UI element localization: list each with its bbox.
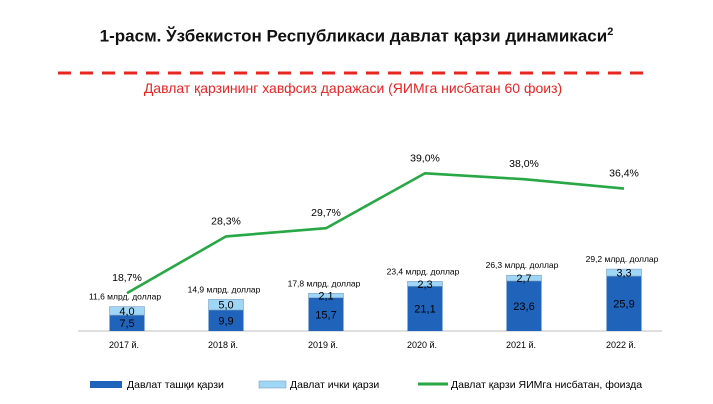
bar-internal (109, 306, 145, 316)
bar-total-label: 11,6 млрд. доллар (89, 292, 161, 302)
gdp-ratio-line (126, 172, 625, 295)
x-tick-label: 2019 й. (308, 340, 338, 350)
legend-label-external: Давлат ташқи қарзи (127, 379, 224, 391)
bar-internal (308, 292, 344, 299)
bar-external (606, 276, 642, 331)
legend-swatch-internal (258, 380, 287, 389)
bar-label-internal: 2,7 (516, 273, 531, 285)
bar-label-internal: 5,0 (218, 300, 233, 312)
legend-label-line: Давлат қарзи ЯИМга нисбатан, фоизда (451, 379, 642, 391)
bars-group: 7,54,0 11,6 млрд. доллар 2017 й. 9,9 5,0 14,9… (89, 254, 659, 350)
x-tick-label: 2018 й. (208, 340, 238, 350)
legend: Давлат ташқи қарзи Давлат ички қарзи Дав… (90, 379, 642, 391)
chart-title: 1-расм. Ўзбекистон Республикаси давлат қ… (0, 26, 713, 47)
x-tick-label: 2022 й. (606, 340, 636, 350)
gdp-ratio-label: 29,7% (311, 207, 341, 219)
bar-label-external: 21,1 (414, 304, 435, 316)
bar-total-label: 26,3 млрд. доллар (486, 260, 559, 270)
bar-internal (208, 299, 244, 311)
line-group: 18,7% 28,3% 29,7% 39,0% 38,0% 36,4% (112, 152, 639, 295)
bar-total-label: 29,2 млрд. доллар (586, 254, 659, 264)
bar-label-external: 9,9 (218, 316, 233, 328)
chart-title-text: 1-расм. Ўзбекистон Республикаси давлат қ… (99, 26, 608, 46)
bar-external (208, 310, 244, 331)
bar-external (407, 286, 443, 331)
gdp-ratio-label: 39,0% (410, 152, 440, 164)
bar-internal (407, 281, 443, 287)
bar-label-internal: 2,1 (318, 290, 333, 302)
x-tick-label: 2017 й. (109, 340, 139, 350)
x-tick-label: 2021 й. (506, 340, 536, 350)
bar-label-internal: 4,0 (119, 306, 134, 318)
bar-label-external: 15,7 (315, 309, 336, 321)
legend-label-internal: Давлат ички қарзи (290, 379, 379, 391)
x-tick-label: 2020 й. (407, 340, 437, 350)
gdp-ratio-label: 36,4% (609, 168, 639, 180)
bar-label-external: 25,9 (613, 299, 634, 311)
bar-internal (606, 268, 642, 277)
bar-label-internal: 3,3 (616, 268, 631, 280)
bar-label-external: 7,5 (119, 318, 134, 330)
bar-label-external: 23,6 (513, 301, 534, 313)
gdp-ratio-label: 18,7% (112, 272, 142, 284)
bar-internal (506, 274, 542, 282)
gdp-ratio-label: 28,3% (211, 215, 241, 227)
bar-total-label: 23,4 млрд. доллар (387, 266, 460, 276)
threshold-label: Давлат қарзининг хавфсиз даражаси (ЯИМга… (144, 80, 562, 96)
bar-external (308, 297, 344, 331)
bar-total-label: 14,9 млрд. доллар (188, 284, 261, 294)
bar-label-internal: 2,3 (417, 279, 432, 291)
gdp-ratio-label: 38,0% (509, 158, 539, 170)
chart-title-footnote: 2 (607, 26, 614, 38)
bar-total-label: 17,8 млрд. доллар (288, 278, 361, 288)
bar-external (109, 315, 145, 331)
bar-external (506, 280, 542, 331)
legend-swatch-external (90, 381, 122, 388)
